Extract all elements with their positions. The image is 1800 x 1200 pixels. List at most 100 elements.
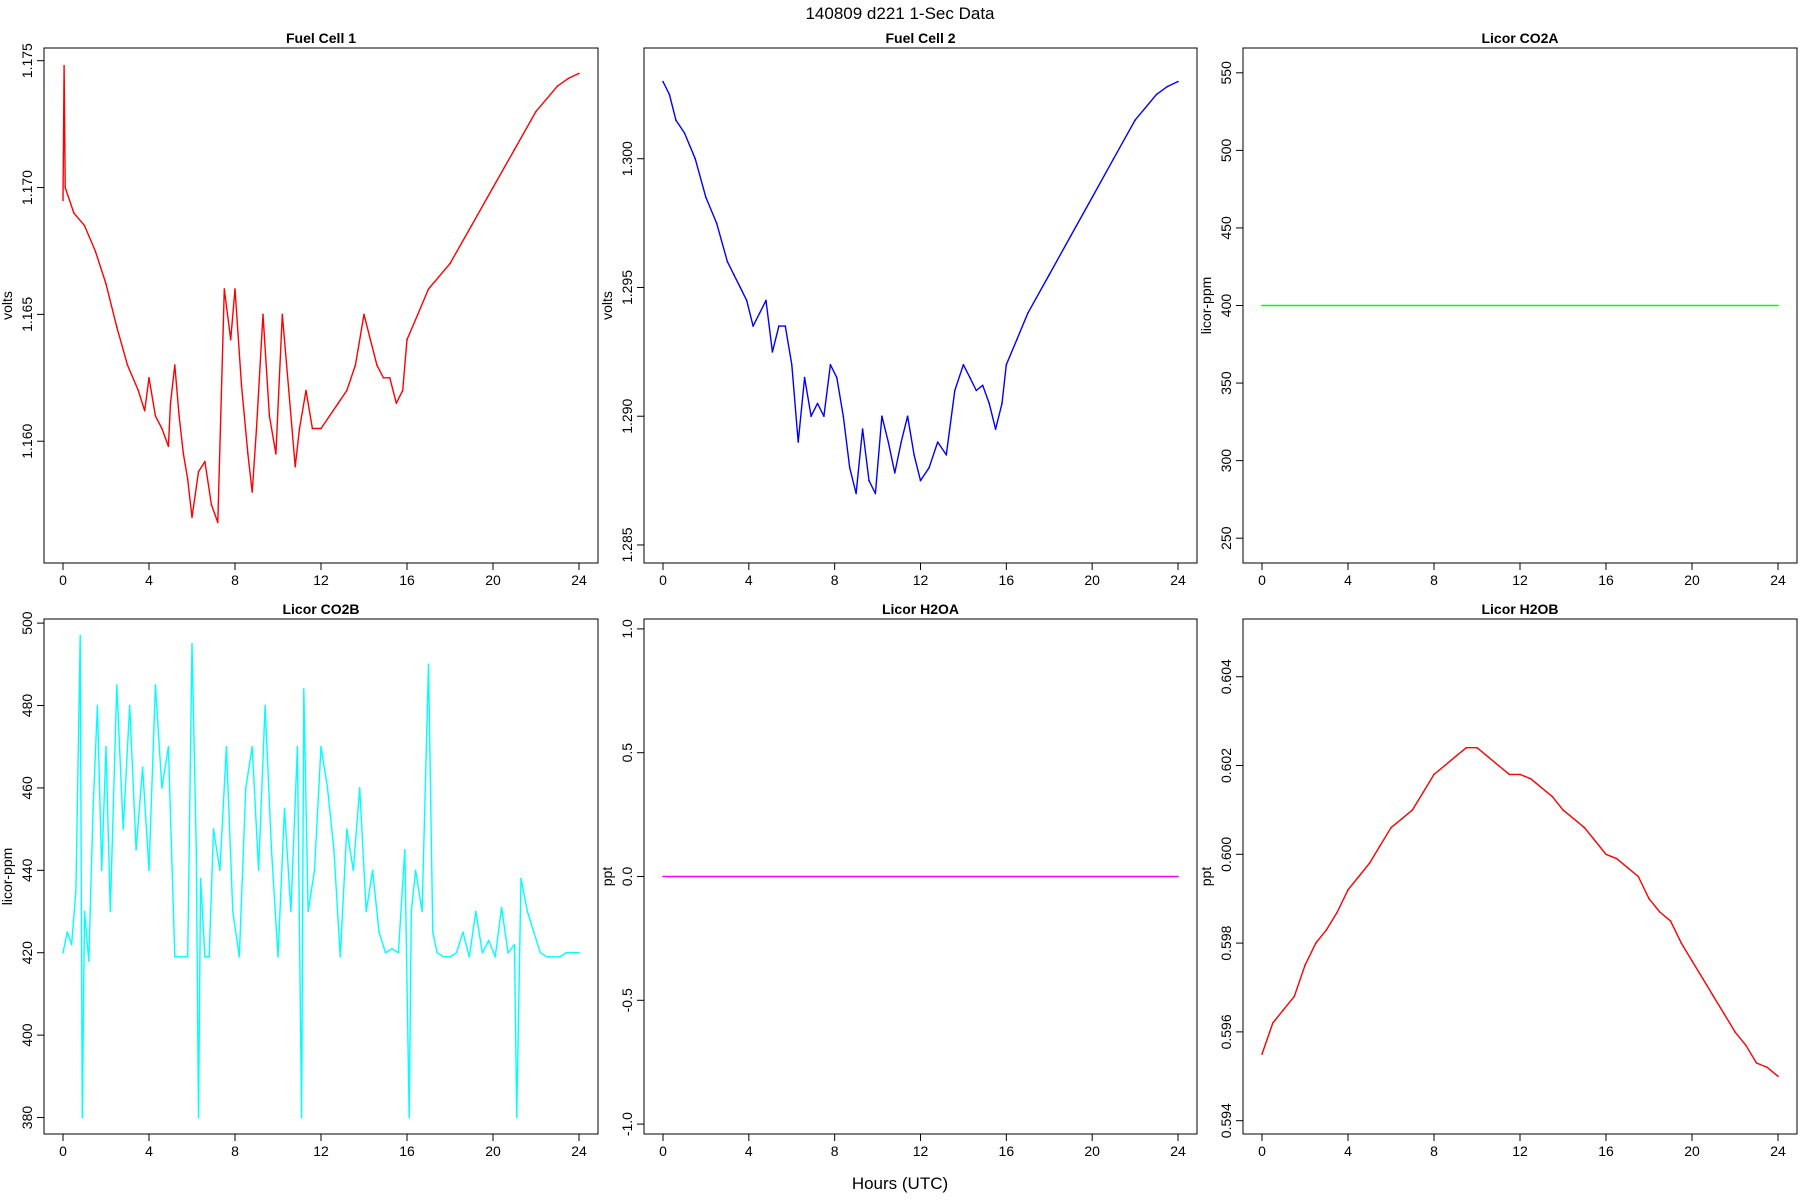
data-point bbox=[66, 931, 69, 933]
data-point bbox=[270, 848, 273, 851]
data-point bbox=[855, 492, 857, 495]
data-point bbox=[494, 956, 497, 958]
data-point bbox=[1261, 304, 1263, 307]
y-tick-label: 400 bbox=[19, 1023, 35, 1047]
data-point bbox=[894, 472, 896, 474]
y-axis-label: volts bbox=[599, 291, 615, 320]
data-point bbox=[199, 877, 202, 880]
x-tick-label: 8 bbox=[1430, 572, 1438, 588]
data-point bbox=[83, 224, 86, 227]
data-point bbox=[936, 441, 939, 443]
data-point bbox=[320, 427, 322, 430]
data-point bbox=[1325, 929, 1328, 931]
data-point bbox=[1637, 875, 1640, 878]
y-tick-label: 1.0 bbox=[619, 619, 635, 639]
x-tick-label: 0 bbox=[59, 1143, 67, 1159]
x-tick-label: 20 bbox=[1684, 1143, 1700, 1159]
data-point bbox=[63, 65, 65, 67]
data-point bbox=[234, 288, 236, 290]
data-point bbox=[468, 956, 471, 958]
data-point bbox=[513, 943, 516, 946]
data-point bbox=[492, 186, 494, 189]
data-point bbox=[397, 951, 400, 954]
data-point bbox=[135, 848, 137, 851]
data-point bbox=[535, 110, 537, 113]
y-tick-label: 1.165 bbox=[19, 297, 35, 332]
y-axis-label: licor-ppm bbox=[0, 848, 15, 906]
data-point bbox=[1530, 778, 1532, 780]
data-point bbox=[225, 745, 228, 748]
data-point bbox=[219, 869, 221, 872]
y-tick-label: 450 bbox=[1218, 216, 1234, 240]
y-tick-label: 500 bbox=[1218, 138, 1234, 162]
data-point bbox=[758, 312, 761, 315]
data-point bbox=[161, 427, 163, 430]
data-point bbox=[167, 745, 170, 748]
y-tick-label: 440 bbox=[19, 858, 35, 882]
chart-panel-4: Licor CO2B 0 4 8 12 16 20 24 380 400 420 440 460 480 5… bbox=[0, 601, 599, 1159]
x-tick-label: 16 bbox=[999, 1143, 1015, 1159]
data-point bbox=[262, 313, 264, 316]
data-point bbox=[1712, 995, 1715, 998]
data-point bbox=[1777, 304, 1779, 307]
x-tick-label: 4 bbox=[145, 1143, 153, 1159]
data-point bbox=[1476, 746, 1478, 749]
y-tick-label: 250 bbox=[1218, 526, 1234, 550]
data-point bbox=[1551, 795, 1554, 798]
y-tick-label: 1.160 bbox=[19, 424, 35, 459]
data-point bbox=[571, 951, 574, 954]
data-point bbox=[662, 80, 664, 83]
y-tick-label: 0.604 bbox=[1218, 659, 1234, 694]
data-point bbox=[556, 85, 559, 87]
data-point bbox=[745, 299, 748, 302]
data-point bbox=[668, 93, 671, 96]
data-point bbox=[810, 415, 812, 418]
y-tick-label: 1.170 bbox=[19, 170, 35, 205]
data-point bbox=[148, 869, 150, 872]
data-point bbox=[994, 428, 997, 430]
series-line bbox=[62, 65, 580, 524]
data-point bbox=[1745, 1044, 1747, 1046]
data-point bbox=[533, 931, 535, 933]
y-axis-label: licor-ppm bbox=[1198, 277, 1214, 335]
y-tick-label: 1.300 bbox=[619, 141, 635, 176]
data-point bbox=[449, 262, 451, 265]
data-point bbox=[962, 363, 965, 366]
chart-panel-1: Fuel Cell 1 0 4 8 12 16 20 24 1.160 1.165 1.170 1.1… bbox=[0, 30, 599, 588]
data-point bbox=[836, 376, 838, 379]
data-point bbox=[384, 951, 387, 954]
data-point bbox=[88, 960, 90, 962]
x-tick-label: 12 bbox=[313, 572, 329, 588]
data-point bbox=[197, 1116, 200, 1119]
data-point bbox=[208, 956, 210, 958]
y-tick-label: 380 bbox=[19, 1106, 35, 1130]
data-point bbox=[919, 479, 922, 482]
data-point bbox=[739, 286, 742, 289]
data-point bbox=[371, 869, 374, 872]
data-point bbox=[410, 910, 413, 913]
data-point bbox=[303, 688, 305, 690]
data-point bbox=[313, 869, 316, 872]
data-point bbox=[1411, 809, 1414, 811]
data-point bbox=[513, 148, 516, 151]
data-point bbox=[842, 415, 845, 418]
y-tick-label: 0.602 bbox=[1218, 748, 1234, 783]
data-point bbox=[694, 157, 696, 160]
data-point bbox=[784, 325, 787, 327]
panel-title: Licor CO2A bbox=[1481, 30, 1558, 46]
data-point bbox=[180, 956, 183, 958]
x-tick-label: 4 bbox=[1344, 572, 1352, 588]
data-point bbox=[305, 389, 307, 392]
x-tick-label: 0 bbox=[1258, 1143, 1266, 1159]
data-point bbox=[683, 132, 686, 134]
data-point bbox=[567, 77, 570, 80]
chart-panel-3: Licor CO2A 0 4 8 12 16 20 24 250 300 350 400 450 500 5… bbox=[1198, 30, 1798, 588]
data-point bbox=[848, 466, 851, 469]
data-point bbox=[62, 199, 64, 201]
data-point bbox=[83, 910, 86, 913]
y-tick-label: 0.600 bbox=[1218, 837, 1234, 872]
x-tick-label: 20 bbox=[485, 1143, 501, 1159]
data-point bbox=[414, 869, 417, 872]
data-point bbox=[328, 415, 331, 417]
data-point bbox=[161, 787, 163, 789]
